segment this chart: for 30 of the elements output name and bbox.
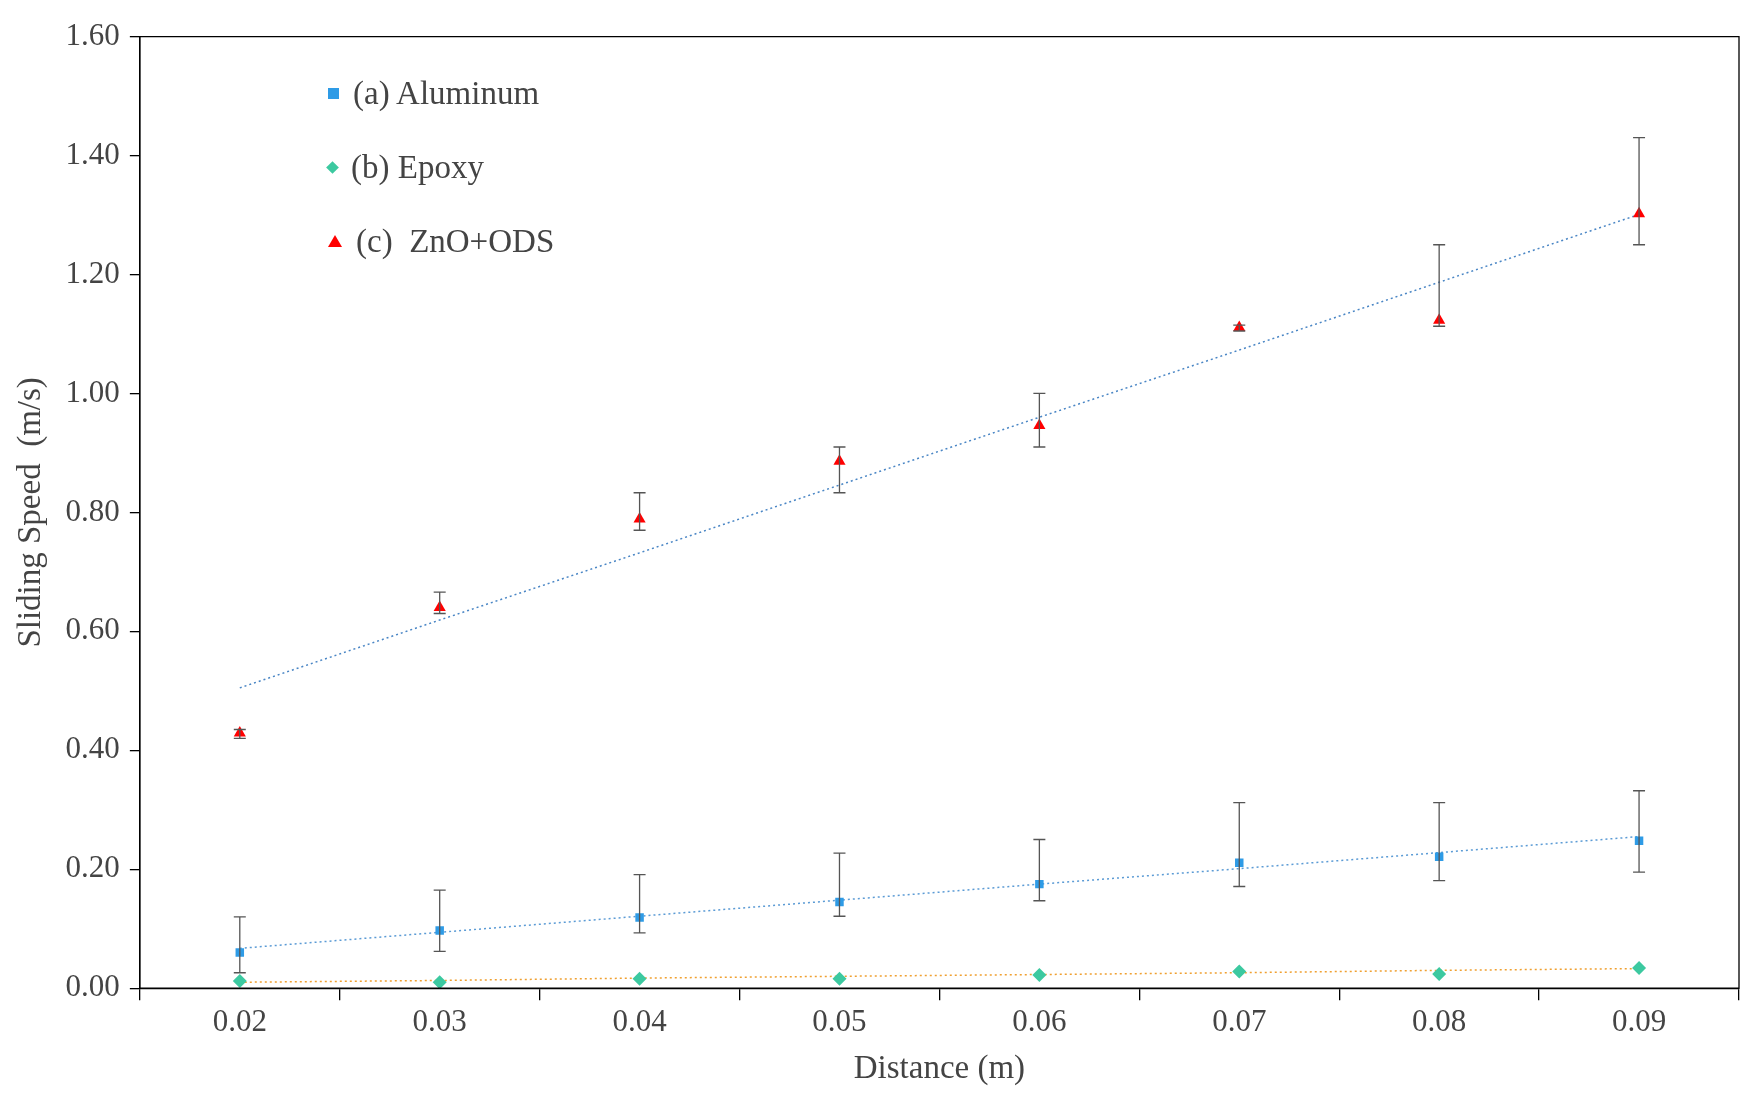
y-tick-label: 0.20 xyxy=(65,849,120,885)
y-tick-label: 1.00 xyxy=(65,373,120,409)
x-axis-title: Distance (m) xyxy=(853,1048,1026,1086)
point xyxy=(432,975,447,989)
y-tick-label: 1.20 xyxy=(65,254,120,290)
y-tick-label: 0.80 xyxy=(65,492,120,528)
point xyxy=(832,971,847,986)
y-tick-label: 0.40 xyxy=(65,730,120,766)
y-tick-label: 0.00 xyxy=(65,968,120,1004)
point xyxy=(232,974,247,989)
legend-label: (a) Aluminum xyxy=(353,74,540,112)
x-tick-label: 0.03 xyxy=(412,1002,467,1038)
point xyxy=(1632,960,1647,975)
x-tick-label: 0.08 xyxy=(1412,1002,1467,1038)
y-tick-label: 1.40 xyxy=(65,135,120,171)
y-tick-label: 1.60 xyxy=(65,16,120,52)
legend-label: (c) ZnO+ODS xyxy=(356,222,555,260)
y-axis-title: Sliding Speed (m/s) xyxy=(11,377,49,648)
x-tick-label: 0.09 xyxy=(1611,1002,1667,1038)
x-tick-label: 0.05 xyxy=(812,1002,867,1038)
point xyxy=(1432,966,1447,981)
x-tick-label: 0.04 xyxy=(612,1002,668,1038)
x-tick-label: 0.02 xyxy=(212,1002,267,1038)
legend-label: (b) Epoxy xyxy=(351,148,484,186)
point xyxy=(1232,964,1247,979)
x-tick-label: 0.07 xyxy=(1212,1002,1267,1038)
y-tick-label: 0.60 xyxy=(65,611,120,647)
point xyxy=(632,971,647,986)
point xyxy=(1032,968,1047,983)
x-tick-label: 0.06 xyxy=(1012,1002,1067,1038)
